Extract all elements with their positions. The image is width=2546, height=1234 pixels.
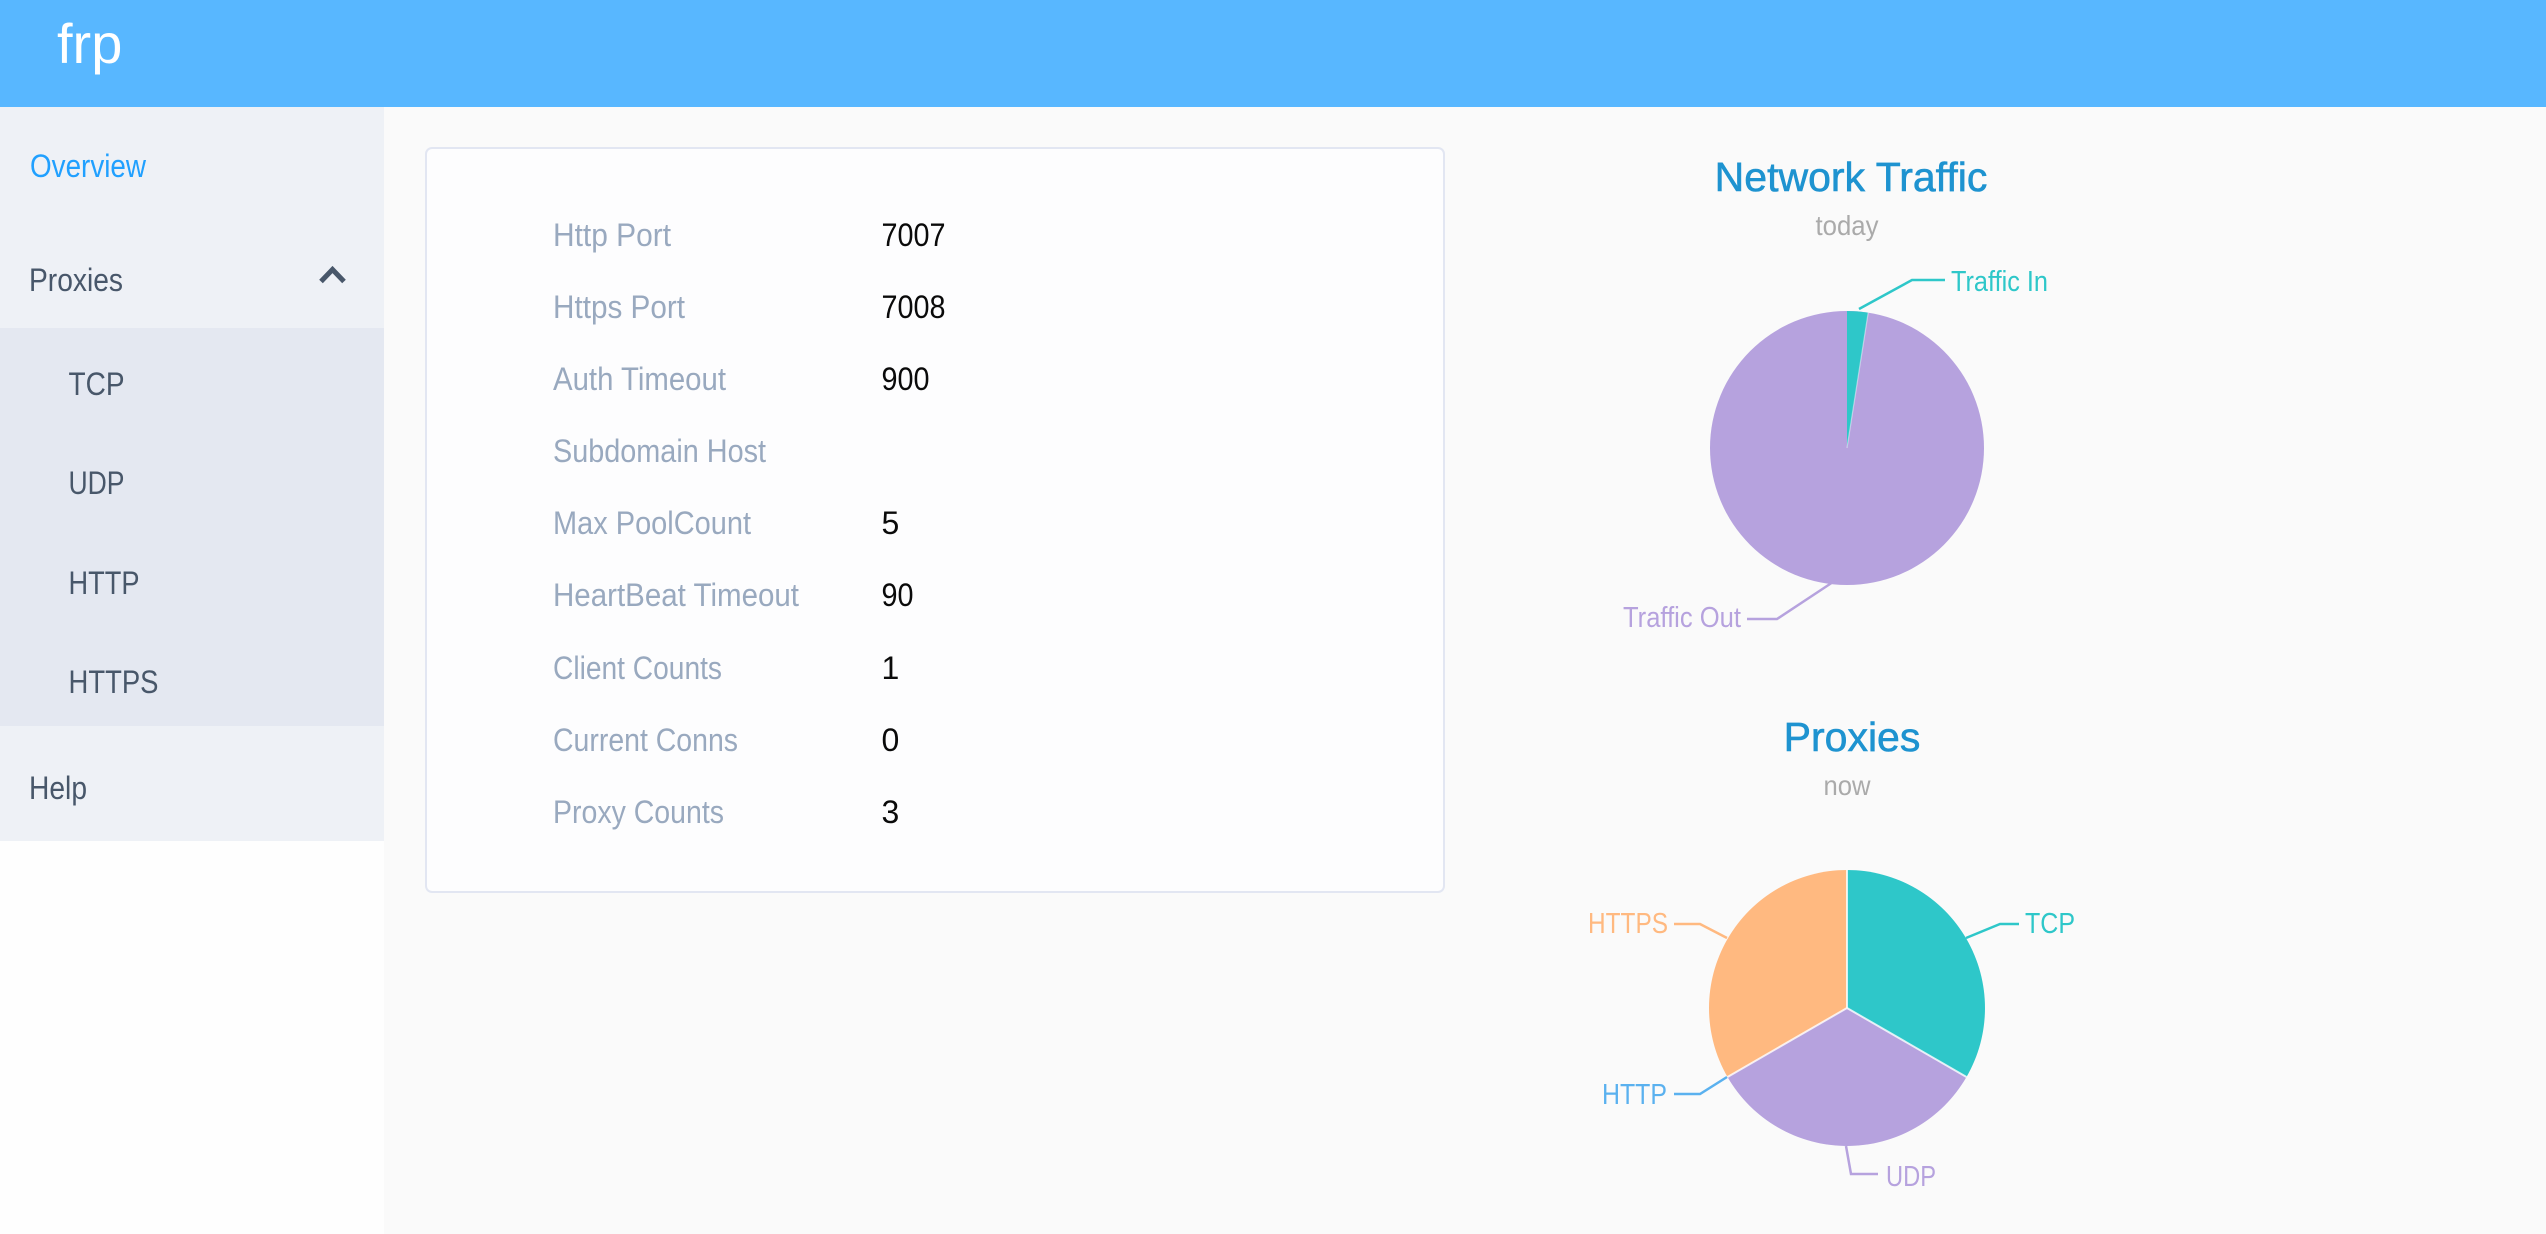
svg-text:HTTP: HTTP — [69, 565, 140, 601]
svg-text:now: now — [1824, 770, 1872, 801]
svg-text:HTTPS: HTTPS — [69, 664, 159, 700]
svg-text:Client Counts: Client Counts — [553, 650, 722, 686]
svg-text:Subdomain Host: Subdomain Host — [553, 433, 766, 469]
svg-text:Help: Help — [29, 770, 87, 806]
svg-text:Http Port: Http Port — [553, 217, 671, 253]
svg-text:3: 3 — [882, 794, 900, 830]
svg-text:HeartBeat Timeout: HeartBeat Timeout — [553, 577, 799, 613]
svg-text:900: 900 — [882, 361, 930, 397]
svg-text:TCP: TCP — [2025, 908, 2075, 940]
svg-text:Overview: Overview — [30, 148, 147, 184]
svg-text:1: 1 — [882, 650, 900, 686]
svg-text:HTTP: HTTP — [1602, 1079, 1667, 1111]
svg-text:Current Conns: Current Conns — [553, 722, 738, 758]
svg-text:Auth Timeout: Auth Timeout — [553, 361, 726, 397]
svg-text:today: today — [1816, 210, 1879, 241]
svg-text:0: 0 — [882, 722, 900, 758]
svg-text:90: 90 — [882, 577, 914, 613]
svg-text:Traffic Out: Traffic Out — [1623, 602, 1741, 634]
svg-text:5: 5 — [882, 505, 900, 541]
svg-text:Max PoolCount: Max PoolCount — [553, 505, 751, 541]
svg-text:7008: 7008 — [882, 289, 946, 325]
svg-text:UDP: UDP — [69, 465, 125, 501]
svg-text:Proxy Counts: Proxy Counts — [553, 794, 724, 830]
svg-text:Https Port: Https Port — [553, 289, 685, 325]
svg-text:UDP: UDP — [1886, 1161, 1936, 1193]
svg-text:HTTPS: HTTPS — [1588, 908, 1668, 940]
svg-text:frp: frp — [57, 12, 122, 75]
svg-text:Proxies: Proxies — [29, 262, 123, 298]
svg-text:Network Traffic: Network Traffic — [1715, 154, 1988, 200]
svg-text:Proxies: Proxies — [1784, 714, 1921, 760]
svg-text:TCP: TCP — [69, 366, 125, 402]
svg-text:7007: 7007 — [882, 217, 946, 253]
svg-text:Traffic In: Traffic In — [1951, 266, 2048, 298]
